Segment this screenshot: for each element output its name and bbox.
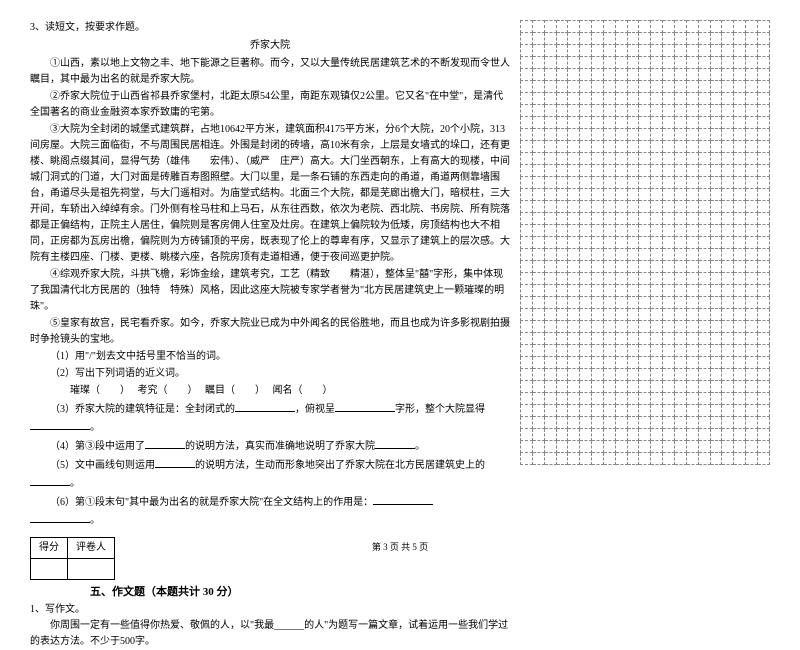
paragraph-4: ④综观乔家大院，斗拱飞檐，彩饰金绘，建筑考究，工艺（精致 精湛），整体呈"囍"字… [30, 267, 510, 315]
blank [373, 493, 433, 505]
paragraph-3: ③大院为全封闭的城堡式建筑群，占地10642平方米，建筑面积4175平方米，分6… [30, 122, 510, 266]
q4-end: 。 [415, 441, 425, 452]
blank [145, 437, 185, 449]
blank [155, 456, 195, 468]
page-footer: 第 3 页 共 5 页 [0, 540, 800, 553]
word-2: 考究（ ） [138, 385, 193, 396]
essay-body: 你周围一定有一些值得你热爱、敬佩的人，以"我最______的人"为题写一篇文章，… [30, 618, 510, 650]
grader-cell [68, 559, 115, 580]
blank [235, 400, 295, 412]
q5-prefix: （5）文中画线句则运用 [50, 460, 155, 471]
sub-q5: （5）文中画线句则运用 的说明方法，生动而形象地突出了乔家大院在北方民居建筑史上的… [30, 456, 510, 492]
blank [30, 474, 70, 486]
sub-q6: （6）第①段末句"其中最为出名的就是乔家大院"在全文结构上的作用是： 。 [30, 493, 510, 529]
q4-prefix: （4）第③段中运用了 [50, 441, 145, 452]
blank [30, 418, 90, 430]
question-number: 3、读短文，按要求作题。 [30, 20, 510, 36]
blank [375, 437, 415, 449]
sub-q2-words: 璀璨（ ） 考究（ ） 瞩目（ ） 闻名（ ） [30, 383, 510, 399]
q6-prefix: （6）第①段末句"其中最为出名的就是乔家大院"在全文结构上的作用是： [50, 497, 373, 508]
q3-suffix: 字形，整个大院显得 [395, 404, 485, 415]
q5-end: 。 [70, 478, 80, 489]
q3-end: 。 [90, 422, 100, 433]
sub-q2: （2）写出下列词语的近义词。 [30, 366, 510, 382]
sub-q1: （1）用"/"划去文中括号里不恰当的词。 [30, 349, 510, 365]
blank [335, 400, 395, 412]
q4-suffix: 的说明方法，真实而准确地说明了乔家大院 [185, 441, 375, 452]
grid-table [520, 20, 770, 465]
sub-q4: （4）第③段中运用了 的说明方法，真实而准确地说明了乔家大院 。 [30, 437, 510, 455]
word-4: 闻名（ ） [273, 385, 333, 396]
word-3: 瞩目（ ） [205, 385, 260, 396]
writing-grid [520, 20, 770, 450]
paragraph-2: ②乔家大院位于山西省祁县乔家堡村，北距太原54公里，南距东观镇仅2公里。它又名"… [30, 89, 510, 121]
paragraph-5: ⑤皇家有故宫，民宅看乔家。如今，乔家大院业已成为中外闻名的民俗胜地，而且也成为许… [30, 316, 510, 348]
q3-prefix: （3）乔家大院的建筑特征是：全封闭式的 [50, 404, 235, 415]
content-area: 3、读短文，按要求作题。 乔家大院 ①山西，素以地上文物之丰、地下能源之巨著称。… [30, 20, 510, 650]
blank [30, 511, 90, 523]
sub-q3: （3）乔家大院的建筑特征是：全封闭式的 ，俯视呈 字形，整个大院显得。 [30, 400, 510, 436]
article-title: 乔家大院 [30, 38, 510, 54]
q3-mid: ，俯视呈 [295, 404, 335, 415]
q5-suffix: 的说明方法，生动而形象地突出了乔家大院在北方民居建筑史上的 [195, 460, 485, 471]
essay-num: 1、写作文。 [30, 602, 510, 618]
q6-end: 。 [90, 515, 100, 526]
paragraph-1: ①山西，素以地上文物之丰、地下能源之巨著称。而今，又以大量传统民居建筑艺术的不断… [30, 56, 510, 88]
section-title: 五、作文题（本题共计 30 分） [90, 584, 510, 602]
score-cell [31, 559, 68, 580]
word-1: 璀璨（ ） [70, 385, 125, 396]
